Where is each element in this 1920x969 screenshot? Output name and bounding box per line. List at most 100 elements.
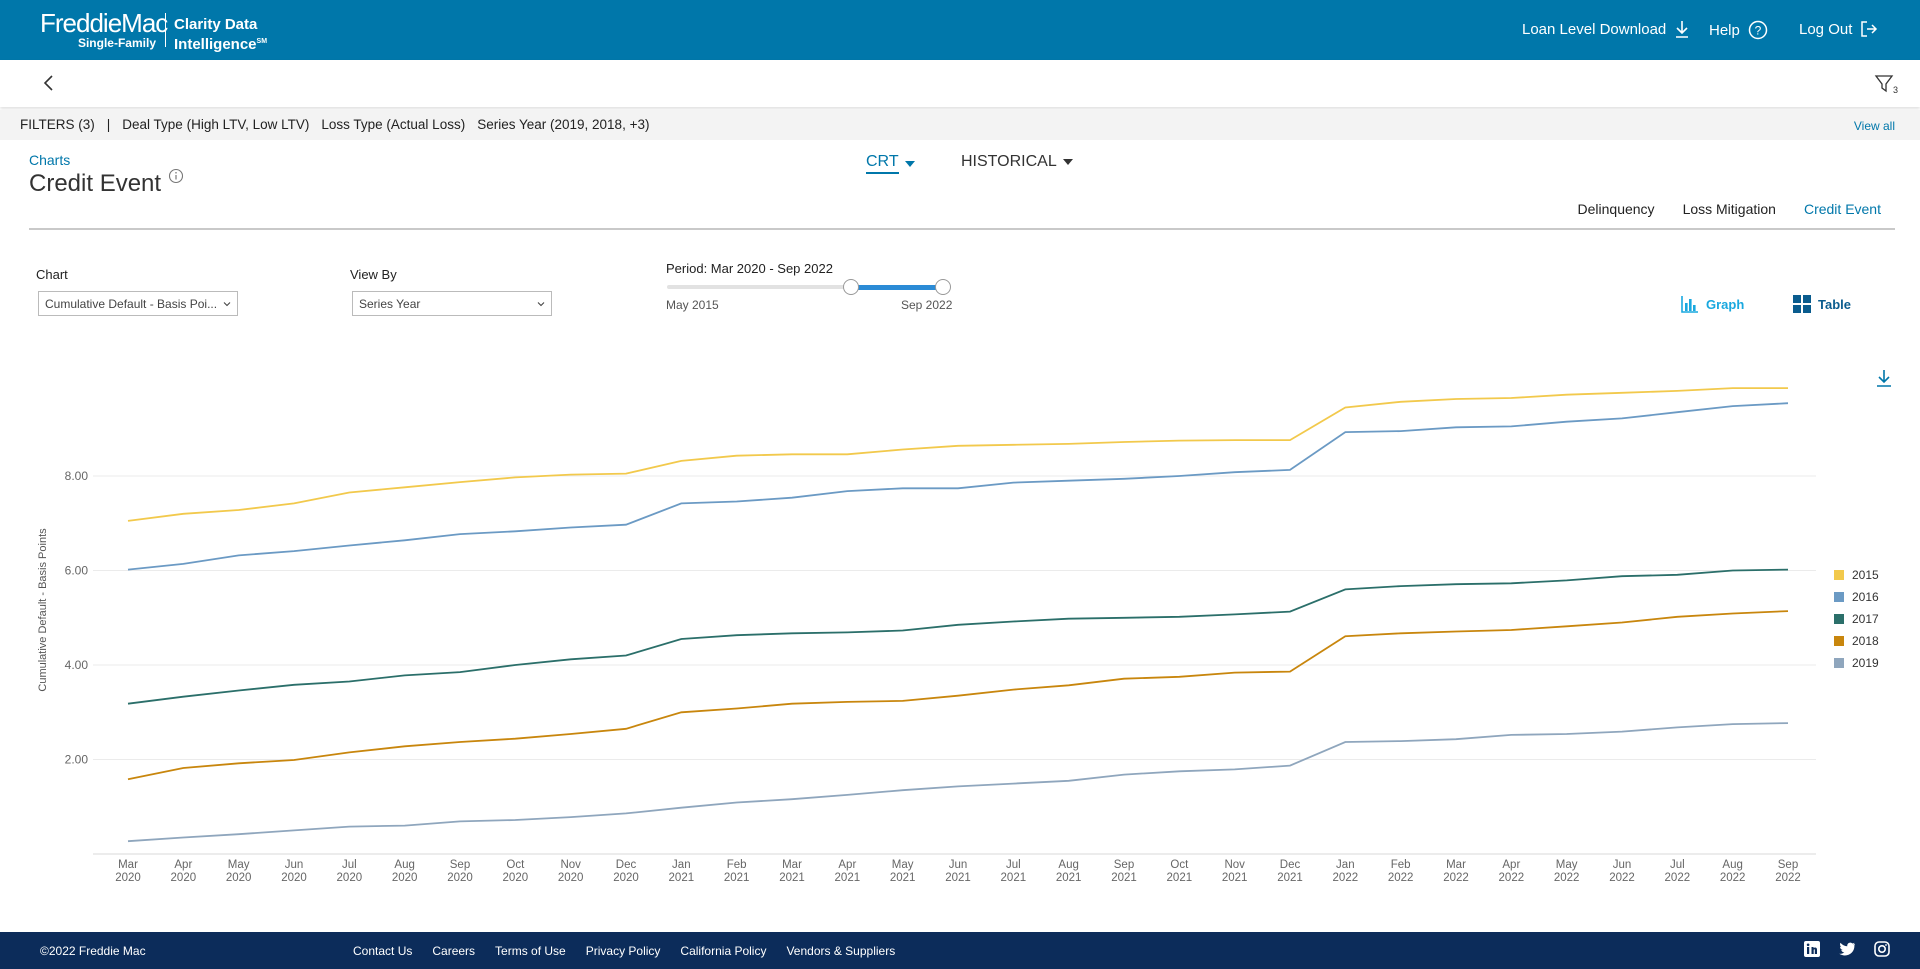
freddie-mac-logo[interactable]: FreddieMac Single-Family (40, 10, 168, 50)
footer-link-contact[interactable]: Contact Us (353, 944, 413, 958)
filter-summary-bar: FILTERS (3) | Deal Type (High LTV, Low L… (0, 110, 1920, 140)
tab-credit-event[interactable]: Credit Event (1789, 193, 1895, 230)
help-icon: ? (1748, 20, 1768, 40)
legend-label[interactable]: 2019 (1852, 656, 1879, 670)
loan-level-download-label: Loan Level Download (1522, 20, 1667, 38)
x-tick-label-month: Sep (1114, 859, 1134, 871)
chevron-left-icon[interactable] (38, 72, 60, 94)
x-tick-label-year: 2020 (115, 872, 141, 884)
filter-chip-series-year: Series Year (2019, 2018, +3) (477, 117, 650, 132)
instagram-icon[interactable] (1873, 940, 1891, 958)
bar-chart-icon (1681, 296, 1698, 313)
graph-view-label: Graph (1706, 296, 1745, 312)
x-tick-label-year: 2020 (281, 872, 307, 884)
footer-link-careers[interactable]: Careers (432, 944, 476, 958)
chevron-down-icon (223, 302, 231, 307)
loan-level-download-link[interactable]: Loan Level Download (1522, 20, 1690, 38)
x-tick-label-month: Apr (1502, 859, 1520, 871)
period-slider-track[interactable] (667, 285, 943, 289)
y-tick-label: 2.00 (65, 753, 89, 767)
help-label: Help (1709, 21, 1740, 39)
x-tick-label-month: Jun (285, 859, 304, 871)
x-tick-label-year: 2021 (890, 872, 916, 884)
series-line-2018[interactable] (127, 610, 1789, 781)
legend-label[interactable]: 2018 (1852, 634, 1879, 648)
footer-link-terms[interactable]: Terms of Use (495, 944, 566, 958)
x-tick-label-month: Jul (1670, 859, 1685, 871)
logout-link[interactable]: Log Out (1799, 20, 1878, 38)
filter-button[interactable]: 3 (1874, 73, 1898, 95)
x-tick-label-year: 2020 (171, 872, 197, 884)
footer-links: Contact Us Careers Terms of Use Privacy … (353, 944, 895, 958)
grid-icon (1793, 295, 1811, 313)
series-line-2017[interactable] (127, 568, 1789, 705)
product-name: Clarity Data IntelligenceSM (174, 16, 267, 53)
x-tick-label-year: 2021 (779, 872, 805, 884)
download-icon[interactable] (1874, 368, 1894, 388)
logout-icon (1861, 21, 1878, 37)
x-tick-label-year: 2021 (1056, 872, 1082, 884)
legend-label[interactable]: 2017 (1852, 612, 1879, 626)
series-line-2016[interactable] (127, 402, 1789, 571)
x-tick-label-year: 2022 (1499, 872, 1525, 884)
legend-label[interactable]: 2016 (1852, 590, 1879, 604)
x-tick-label-year: 2020 (447, 872, 473, 884)
legend-swatch (1834, 658, 1844, 668)
table-view-toggle[interactable]: Table (1792, 294, 1851, 314)
help-link[interactable]: Help ? (1709, 20, 1768, 40)
table-view-label: Table (1818, 296, 1851, 312)
footer-link-privacy[interactable]: Privacy Policy (585, 944, 661, 958)
x-tick-label-year: 2021 (1111, 872, 1137, 884)
info-icon[interactable] (168, 168, 184, 184)
x-tick-label-year: 2022 (1775, 872, 1801, 884)
series-line-2019[interactable] (127, 722, 1789, 843)
x-tick-label-month: Sep (450, 859, 470, 871)
filter-count: 3 (1892, 85, 1898, 95)
service-mark: SM (256, 38, 268, 45)
viewby-select[interactable]: Series Year (352, 291, 552, 316)
x-tick-label-year: 2021 (1277, 872, 1303, 884)
x-tick-label-year: 2022 (1443, 872, 1469, 884)
x-tick-label-year: 2020 (226, 872, 252, 884)
x-tick-label-year: 2021 (724, 872, 750, 884)
tab-delinquency[interactable]: Delinquency (1577, 201, 1655, 217)
x-tick-label-year: 2022 (1665, 872, 1691, 884)
cumulative-default-line-chart: 2.00 4.00 6.00 8.00 Cumulative Default - Bas… (37, 387, 1879, 884)
breadcrumb-charts[interactable]: Charts (29, 152, 71, 168)
x-tick-label-month: Jan (1336, 859, 1355, 871)
caret-down-icon (904, 160, 915, 167)
chevron-down-icon (537, 302, 545, 307)
filter-chip-loss-type: Loss Type (Actual Loss) (321, 117, 466, 132)
x-tick-label-month: Jul (342, 859, 357, 871)
twitter-icon[interactable] (1838, 940, 1856, 958)
footer-link-california[interactable]: California Policy (680, 944, 767, 958)
x-tick-label-month: Mar (782, 859, 802, 871)
x-tick-label-month: Apr (838, 859, 856, 871)
view-all-filters-link[interactable]: View all (1853, 119, 1895, 133)
x-tick-label-year: 2020 (613, 872, 639, 884)
sub-toolbar: 3 (0, 60, 1920, 107)
period-slider-range (851, 285, 943, 290)
x-tick-label-year: 2021 (1167, 872, 1193, 884)
svg-text:?: ? (1755, 24, 1762, 38)
period-slider-end-handle[interactable] (935, 279, 951, 295)
series-line-2015[interactable] (127, 387, 1788, 522)
footer-link-vendors[interactable]: Vendors & Suppliers (786, 944, 896, 958)
tabs-divider (29, 228, 1895, 230)
linkedin-icon[interactable] (1803, 940, 1821, 958)
period-slider-start-handle[interactable] (843, 279, 859, 295)
y-axis-label: Cumulative Default - Basis Points (37, 528, 49, 692)
x-tick-label-month: Jun (949, 859, 968, 871)
chart-select[interactable]: Cumulative Default - Basis Poi... (38, 291, 238, 316)
filters-separator: | (106, 117, 111, 132)
x-tick-label-month: Jul (1006, 859, 1021, 871)
tab-loss-mitigation[interactable]: Loss Mitigation (1682, 201, 1776, 217)
x-tick-label-year: 2021 (835, 872, 861, 884)
legend-label[interactable]: 2015 (1852, 568, 1879, 582)
chart-select-value: Cumulative Default - Basis Poi... (45, 297, 218, 311)
historical-dropdown[interactable]: HISTORICAL (961, 153, 1073, 171)
x-tick-label-month: Oct (506, 859, 525, 871)
graph-view-toggle[interactable]: Graph (1680, 294, 1744, 314)
crt-dropdown[interactable]: CRT (866, 153, 915, 174)
x-tick-label-month: Feb (1391, 859, 1411, 871)
